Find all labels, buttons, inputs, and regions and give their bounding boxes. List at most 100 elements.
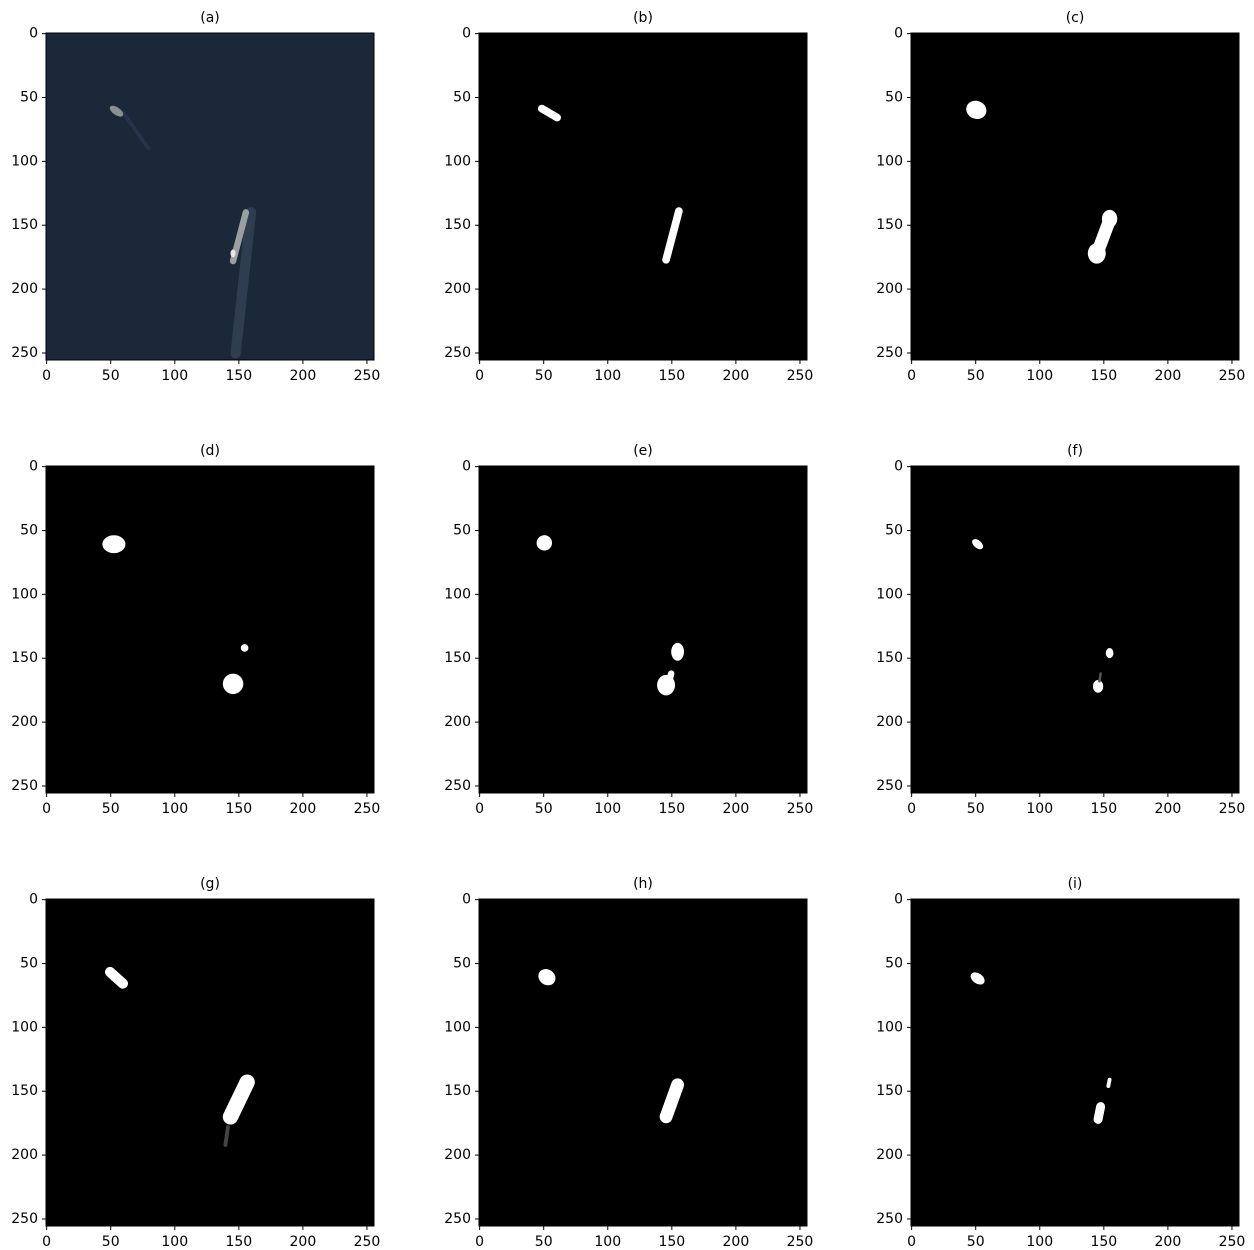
image-background	[46, 899, 374, 1226]
panel-title: (e)	[633, 443, 653, 459]
y-tick-label: 250	[11, 1211, 38, 1227]
y-tick-label: 200	[444, 281, 471, 297]
x-tick-label: 100	[594, 801, 621, 817]
y-tick-label: 150	[444, 1083, 471, 1099]
x-tick-label: 100	[161, 1234, 188, 1250]
y-tick-label: 200	[876, 1147, 903, 1163]
y-tick-label: 250	[11, 778, 38, 794]
image-background	[911, 466, 1239, 793]
y-tick-label: 250	[876, 1211, 903, 1227]
panel: (c)050100150200250050100150200250	[876, 10, 1245, 384]
x-tick-label: 50	[535, 368, 553, 384]
x-tick-label: 50	[535, 801, 553, 817]
blob	[241, 644, 249, 652]
panel-title: (h)	[633, 876, 653, 892]
x-tick-label: 250	[354, 368, 381, 384]
x-tick-label: 0	[907, 1234, 916, 1250]
panel-title: (d)	[200, 443, 220, 459]
y-tick-label: 50	[20, 956, 38, 972]
panel-title: (c)	[1066, 10, 1085, 26]
x-tick-label: 200	[723, 801, 750, 817]
y-tick-label: 150	[876, 217, 903, 233]
y-tick-label: 200	[11, 714, 38, 730]
panel-title: (b)	[633, 10, 653, 26]
blob	[669, 674, 672, 684]
x-tick-label: 150	[1090, 801, 1117, 817]
panel: (h)050100150200250050100150200250	[444, 876, 813, 1250]
panel: (b)050100150200250050100150200250	[444, 10, 813, 384]
image-background	[911, 33, 1239, 360]
x-tick-label: 250	[354, 1234, 381, 1250]
x-tick-label: 150	[1090, 1234, 1117, 1250]
y-tick-label: 0	[29, 459, 38, 475]
x-tick-label: 50	[967, 368, 985, 384]
y-tick-label: 100	[444, 153, 471, 169]
y-tick-label: 200	[876, 281, 903, 297]
y-tick-label: 100	[876, 586, 903, 602]
y-tick-label: 50	[885, 523, 903, 539]
x-tick-label: 200	[290, 1234, 317, 1250]
y-tick-label: 200	[444, 714, 471, 730]
image-background	[479, 899, 807, 1226]
image-background	[479, 466, 807, 793]
y-tick-label: 150	[11, 217, 38, 233]
x-tick-label: 50	[102, 801, 120, 817]
y-tick-label: 0	[29, 26, 38, 42]
blob	[102, 535, 125, 553]
x-tick-label: 150	[658, 801, 685, 817]
x-tick-label: 100	[1026, 1234, 1053, 1250]
x-tick-label: 0	[42, 368, 51, 384]
y-tick-label: 100	[876, 153, 903, 169]
x-tick-label: 50	[102, 368, 120, 384]
x-tick-label: 200	[1155, 368, 1182, 384]
x-tick-label: 250	[354, 801, 381, 817]
x-tick-label: 0	[42, 801, 51, 817]
x-tick-label: 50	[535, 1234, 553, 1250]
y-tick-label: 100	[11, 586, 38, 602]
x-tick-label: 150	[225, 801, 252, 817]
x-tick-label: 150	[658, 1234, 685, 1250]
blob	[671, 643, 684, 661]
y-tick-label: 0	[462, 26, 471, 42]
x-tick-label: 0	[475, 1234, 484, 1250]
panel: (e)050100150200250050100150200250	[444, 443, 813, 817]
image-background	[46, 33, 374, 360]
y-tick-label: 50	[20, 523, 38, 539]
x-tick-label: 150	[225, 1234, 252, 1250]
x-tick-label: 0	[475, 368, 484, 384]
blob	[1088, 243, 1106, 264]
blob	[225, 1127, 228, 1145]
y-tick-label: 100	[444, 1019, 471, 1035]
panel-title: (g)	[200, 876, 220, 892]
y-tick-label: 100	[876, 1019, 903, 1035]
x-tick-label: 50	[102, 1234, 120, 1250]
y-tick-label: 150	[11, 1083, 38, 1099]
blob	[1093, 680, 1103, 693]
x-tick-label: 100	[594, 368, 621, 384]
x-tick-label: 200	[290, 801, 317, 817]
y-tick-label: 200	[11, 281, 38, 297]
y-tick-label: 250	[444, 345, 471, 361]
x-tick-label: 50	[967, 1234, 985, 1250]
y-tick-label: 250	[444, 778, 471, 794]
x-tick-label: 50	[967, 801, 985, 817]
y-tick-label: 0	[894, 26, 903, 42]
figure: (a)050100150200250050100150200250(b)0501…	[0, 0, 1254, 1250]
y-tick-label: 100	[11, 1019, 38, 1035]
x-tick-label: 200	[723, 368, 750, 384]
x-tick-label: 100	[594, 1234, 621, 1250]
page: (a)050100150200250050100150200250(b)0501…	[0, 0, 1254, 1250]
x-tick-label: 250	[787, 1234, 814, 1250]
y-tick-label: 0	[462, 892, 471, 908]
y-tick-label: 0	[894, 459, 903, 475]
x-tick-label: 250	[1219, 368, 1246, 384]
y-tick-label: 250	[11, 345, 38, 361]
y-tick-label: 100	[11, 153, 38, 169]
x-tick-label: 100	[161, 801, 188, 817]
blob	[1102, 210, 1117, 228]
y-tick-label: 50	[453, 956, 471, 972]
x-tick-label: 150	[1090, 368, 1117, 384]
y-tick-label: 100	[444, 586, 471, 602]
